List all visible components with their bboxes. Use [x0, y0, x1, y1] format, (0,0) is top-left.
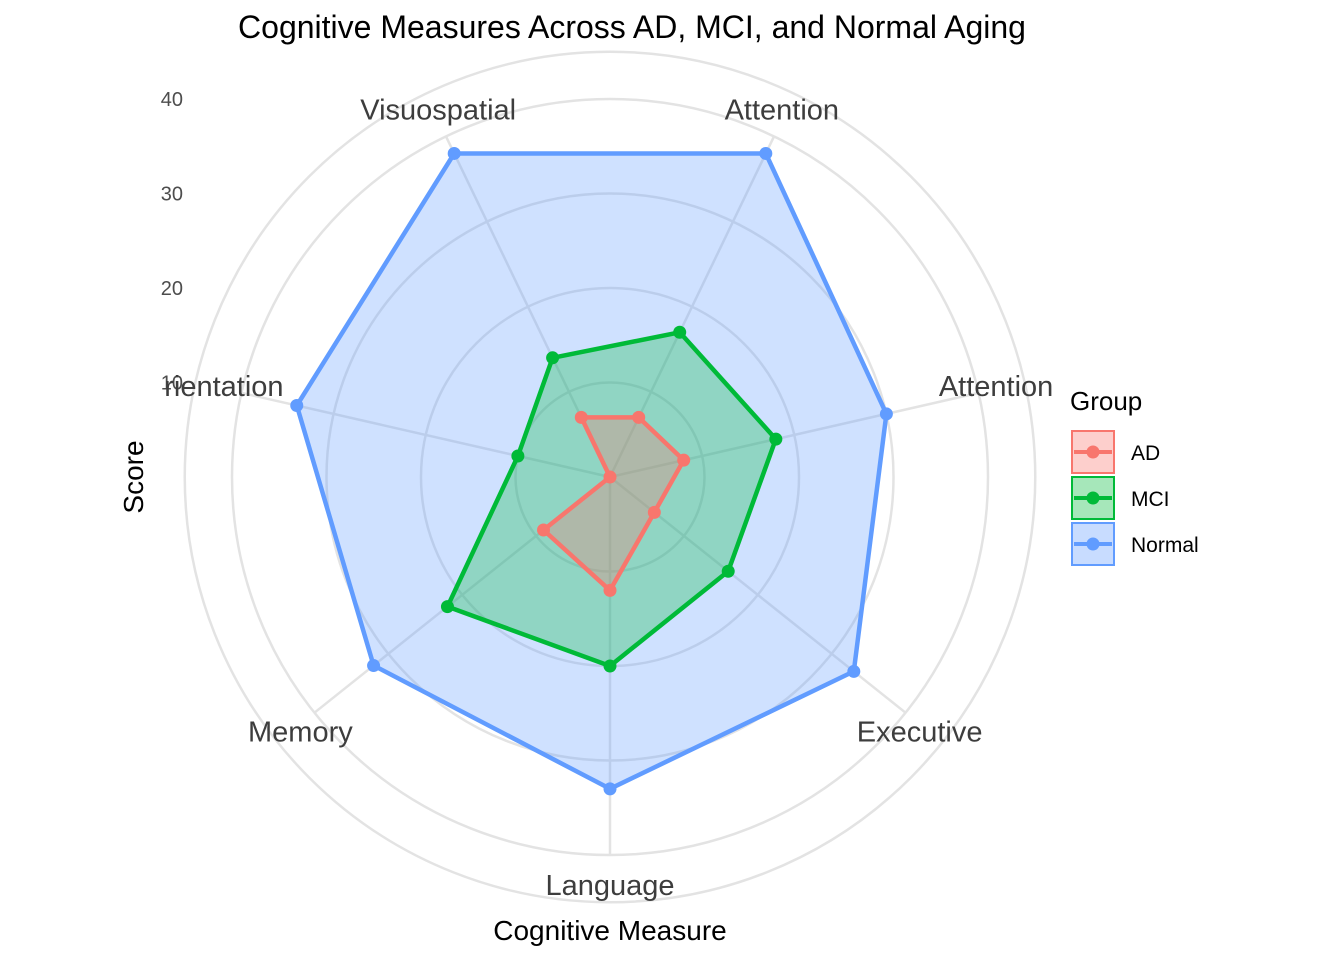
- data-point-normal: [759, 146, 773, 160]
- y-tick-label: 40: [161, 89, 183, 111]
- data-point-normal: [603, 782, 617, 796]
- category-label: Attention: [725, 94, 839, 126]
- data-point-normal: [879, 407, 893, 421]
- category-label: Memory: [248, 716, 353, 748]
- category-label: Attention: [939, 371, 1053, 403]
- chart-title: Cognitive Measures Across AD, MCI, and N…: [238, 9, 1026, 45]
- category-label: Visuospatial: [360, 94, 516, 126]
- data-point-mci: [440, 600, 454, 614]
- legend-key-point: [1086, 537, 1100, 551]
- y-tick-label: 20: [161, 278, 183, 300]
- data-point-ad: [677, 453, 691, 467]
- legend-key-point: [1086, 491, 1100, 505]
- data-point-mci: [546, 351, 560, 365]
- data-point-mci: [721, 564, 735, 578]
- data-point-mci: [769, 432, 783, 446]
- y-tick-label: 10: [161, 373, 183, 395]
- data-point-ad: [647, 505, 661, 519]
- data-point-ad: [632, 410, 646, 424]
- y-axis-title: Score: [118, 440, 149, 513]
- data-point-normal: [447, 146, 461, 160]
- series-area-normal: [294, 151, 889, 792]
- series-area-mci: [445, 330, 779, 669]
- legend-key-point: [1086, 445, 1100, 459]
- data-point-normal: [847, 664, 861, 678]
- grid-spoke: [609, 391, 979, 479]
- labels: Attention Attention Executive Language Memor…: [164, 94, 1053, 902]
- data-point-ad: [537, 523, 551, 537]
- legend: Group AD MCI Normal: [1070, 386, 1199, 566]
- y-tick-label: 30: [161, 184, 183, 206]
- legend-title: Group: [1070, 386, 1142, 416]
- legend-label-ad: AD: [1131, 442, 1160, 465]
- grid-ring-outer: [183, 50, 1037, 904]
- data-point-ad: [603, 583, 617, 597]
- legend-items: AD MCI Normal: [1071, 430, 1199, 566]
- category-label: Executive: [857, 716, 983, 748]
- data-point-mci: [603, 659, 617, 673]
- data-point-mci: [511, 449, 525, 463]
- series-area-ad: [541, 415, 686, 593]
- category-label: rientation: [164, 371, 283, 403]
- x-axis-title: Cognitive Measure: [493, 915, 726, 946]
- data-point-normal: [367, 659, 381, 673]
- series-layer: [290, 146, 893, 796]
- data-point-ad: [603, 470, 617, 484]
- data-point-mci: [673, 325, 687, 339]
- legend-label-normal: Normal: [1131, 534, 1199, 557]
- category-label: Language: [545, 870, 674, 902]
- legend-label-mci: MCI: [1131, 488, 1170, 511]
- data-point-ad: [574, 410, 588, 424]
- data-point-normal: [290, 399, 304, 413]
